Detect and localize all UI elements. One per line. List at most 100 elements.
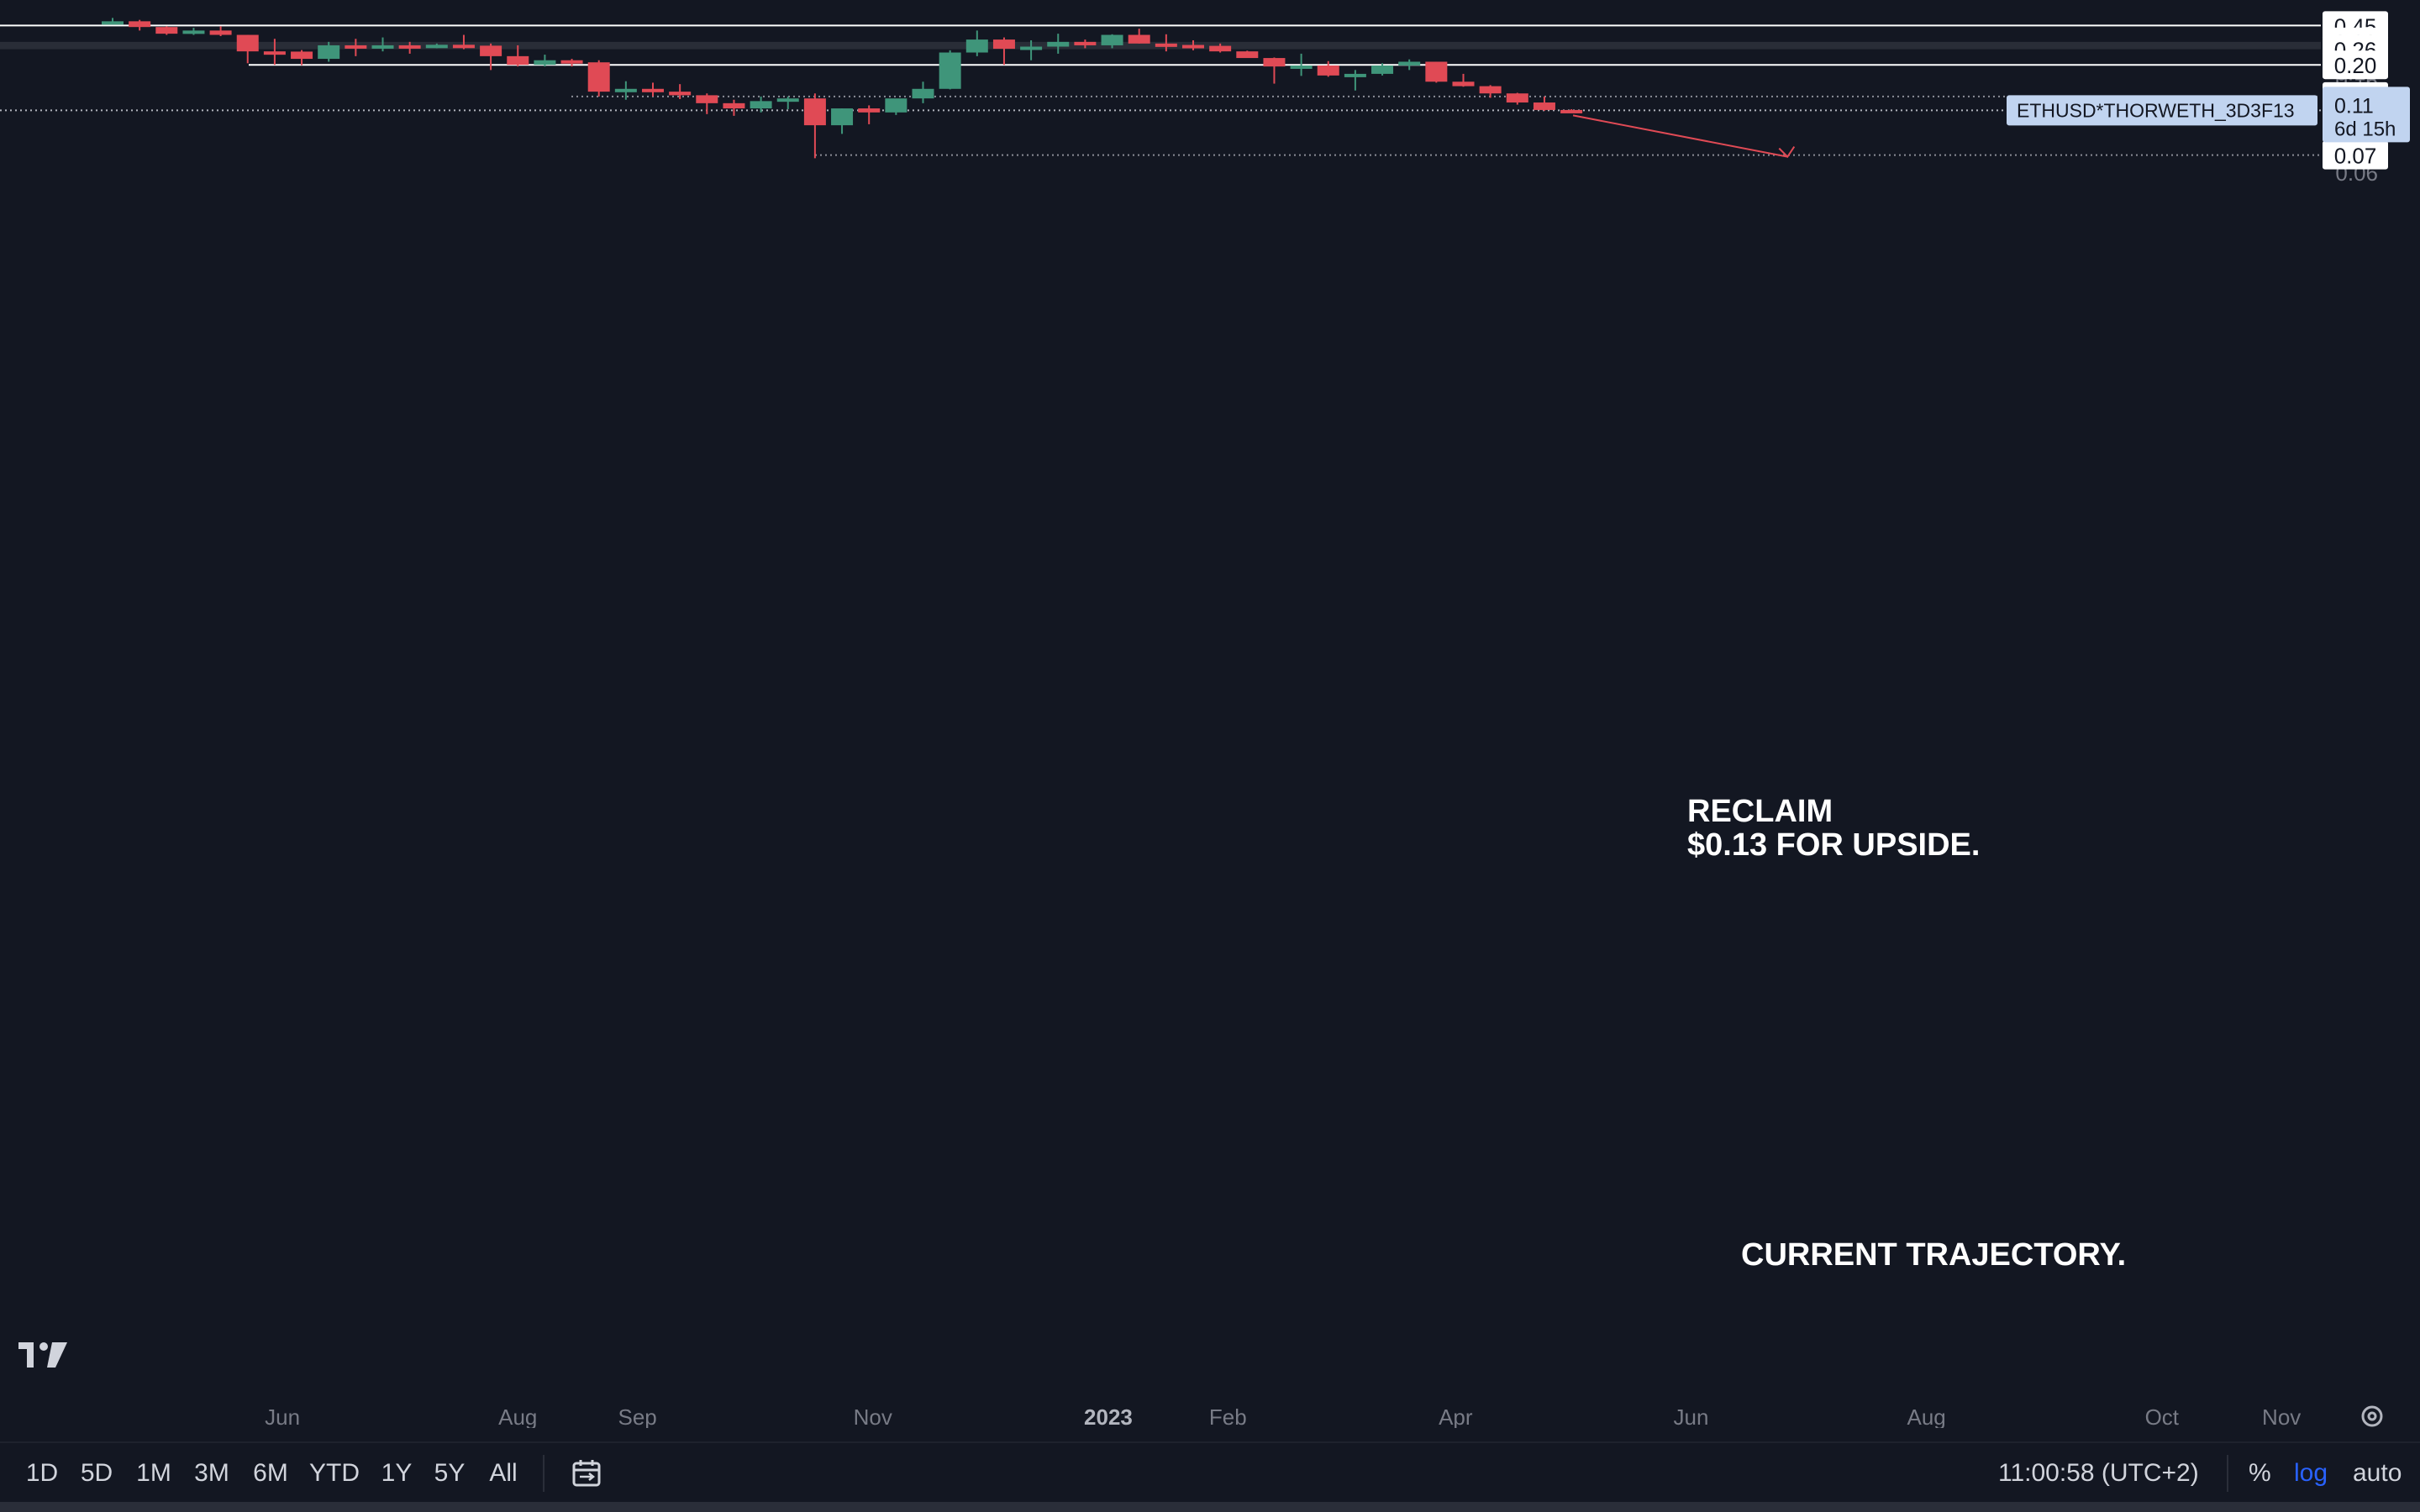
candle-body <box>102 21 124 25</box>
candle-body <box>1425 61 1448 82</box>
symbol-label: ETHUSD*THORWETH_3D3F13 <box>2017 99 2295 121</box>
current-price-tag <box>2323 87 2410 143</box>
candle-body <box>129 21 151 28</box>
candle-body <box>291 51 313 60</box>
candle-body <box>371 45 394 49</box>
candle-body <box>939 52 961 89</box>
range-ytd-button[interactable]: YTD <box>309 1459 360 1487</box>
range-1m-button[interactable]: 1M <box>136 1459 171 1487</box>
candle-body <box>1074 41 1097 45</box>
trajectory-arrowhead <box>1778 146 1796 159</box>
trajectory-arrow <box>1572 114 1788 158</box>
gear-icon[interactable] <box>2361 1405 2383 1427</box>
candle-body <box>803 98 826 126</box>
candle-body <box>750 101 772 109</box>
candle-body <box>1020 46 1043 50</box>
countdown-label: 6d 15h <box>2334 118 2396 140</box>
calendar-icon[interactable] <box>568 1455 605 1492</box>
candle-body <box>912 88 934 99</box>
bottom-strip <box>0 1502 2420 1512</box>
candle-body <box>1101 34 1123 45</box>
range-1d-button[interactable]: 1D <box>25 1459 59 1487</box>
price-tag-box <box>2323 140 2388 170</box>
range-3m-button[interactable]: 3M <box>194 1459 229 1487</box>
candle-body <box>965 39 988 53</box>
candle-body <box>1371 65 1394 74</box>
candle-body <box>642 88 664 92</box>
x-tick-label: Aug <box>1907 1404 1946 1428</box>
chart-area[interactable]: RECLAIM $0.13 FOR UPSIDE. CURRENT TRAJEC… <box>0 0 2420 1428</box>
candle-body <box>776 98 799 102</box>
symbol-tag <box>2007 95 2317 126</box>
range-5d-button[interactable]: 5D <box>80 1459 113 1487</box>
candle-body <box>1209 45 1232 52</box>
candle-body <box>1182 45 1204 49</box>
candle-body <box>318 45 340 60</box>
price-tag-box <box>2323 50 2388 80</box>
annotation-reclaim-line1: RECLAIM <box>1687 794 1833 829</box>
candle-body <box>1398 61 1421 66</box>
candle-body <box>723 102 745 109</box>
candle-body <box>345 45 367 49</box>
candle-body <box>1506 93 1528 103</box>
price-tag-label: 0.20 <box>2334 53 2377 78</box>
candle-body <box>1560 109 1583 113</box>
x-tick-label: Jun <box>265 1404 300 1428</box>
candle-body <box>1236 51 1259 59</box>
candle-body <box>182 30 205 34</box>
candle-body <box>534 60 556 66</box>
toolbar-divider <box>543 1455 544 1492</box>
candle-body <box>398 45 421 49</box>
annotation-trajectory: CURRENT TRAJECTORY. <box>1741 1237 2126 1273</box>
x-axis: Jun Aug Sep Nov 2023 Feb Apr Jun Aug Oct Nov <box>265 1404 2301 1428</box>
candle-body <box>831 108 854 126</box>
candle-body <box>1479 86 1502 94</box>
candle-body <box>425 45 448 49</box>
x-tick-label: 2023 <box>1084 1404 1133 1428</box>
candlestick-chart[interactable]: RECLAIM $0.13 FOR UPSIDE. CURRENT TRAJEC… <box>0 0 2420 1428</box>
percent-scale-toggle[interactable]: % <box>2249 1459 2271 1487</box>
range-all-button[interactable]: All <box>489 1459 518 1487</box>
x-tick-label: Apr <box>1439 1404 1473 1428</box>
candle-body <box>155 27 178 34</box>
x-tick-label: Aug <box>498 1404 537 1428</box>
candle-body <box>669 92 692 96</box>
candle-body <box>885 98 908 113</box>
candle-body <box>1047 41 1070 47</box>
x-tick-label: Oct <box>2145 1404 2180 1428</box>
current-price-label: 0.11 <box>2334 94 2374 118</box>
candle-body <box>560 60 583 64</box>
x-tick-label: Sep <box>618 1404 656 1428</box>
x-tick-label: Nov <box>2262 1404 2301 1428</box>
candle-body <box>1290 65 1313 69</box>
annotation-reclaim-line2: $0.13 FOR UPSIDE. <box>1687 827 1980 863</box>
candle-body <box>507 55 529 66</box>
candle-body <box>1263 58 1286 67</box>
x-tick-label: Feb <box>1209 1404 1247 1428</box>
candle-body <box>1155 43 1177 47</box>
candles-layer <box>102 18 1583 159</box>
annotations-layer: RECLAIM $0.13 FOR UPSIDE. CURRENT TRAJEC… <box>1572 114 2126 1273</box>
clock-time[interactable]: 11:00:58 (UTC+2) <box>1998 1459 2199 1487</box>
range-1y-button[interactable]: 1Y <box>381 1459 413 1487</box>
candle-body <box>587 62 610 92</box>
candle-body <box>1533 102 1555 110</box>
range-5y-button[interactable]: 5Y <box>434 1459 466 1487</box>
candle-body <box>263 51 286 55</box>
tradingview-logo[interactable] <box>18 1342 67 1368</box>
candle-body <box>992 39 1015 50</box>
candle-body <box>480 45 502 56</box>
auto-scale-toggle[interactable]: auto <box>2353 1459 2402 1487</box>
candle-body <box>858 108 881 113</box>
candle-body <box>614 88 637 92</box>
candle-body <box>209 30 232 35</box>
candle-body <box>452 45 475 49</box>
x-tick-label: Jun <box>1674 1404 1709 1428</box>
price-tag-label: 0.07 <box>2334 144 2377 169</box>
candle-body <box>1128 34 1150 44</box>
candle-body <box>1317 65 1339 76</box>
x-tick-label: Nov <box>854 1404 892 1428</box>
range-6m-button[interactable]: 6M <box>253 1459 288 1487</box>
log-scale-toggle[interactable]: log <box>2294 1459 2328 1487</box>
candle-body <box>696 95 718 103</box>
